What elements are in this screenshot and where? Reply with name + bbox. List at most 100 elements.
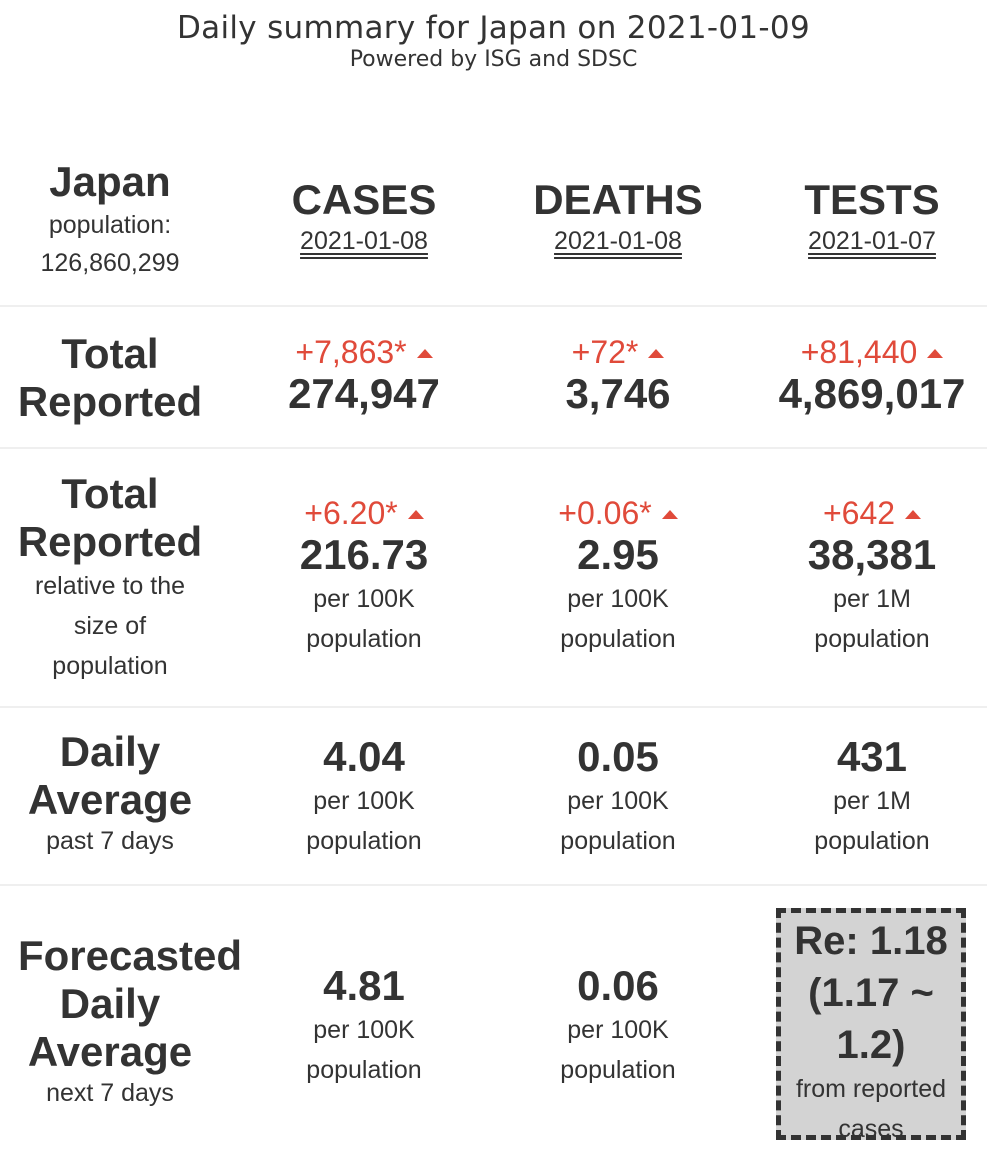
- tests-relative-value: 38,381: [807, 531, 937, 578]
- cases-daily-cell: 4.04 per 100K population: [237, 733, 491, 861]
- increase-triangle-icon: [661, 510, 678, 519]
- cases-delta: +7,863*: [237, 334, 491, 370]
- row-label-line: Average: [27, 1028, 193, 1075]
- unit-text: population: [306, 625, 422, 653]
- deaths-relative-cell: +0.06* 2.95 per 100K population: [491, 495, 745, 659]
- unit-text: population: [560, 625, 676, 653]
- country-cell: Japan population: 126,860,299: [0, 158, 220, 282]
- delta-text: +0.06*: [558, 495, 652, 531]
- deaths-header: DEATHS 2021-01-08: [491, 176, 745, 258]
- relative-label: Total Reported relative to the size of p…: [0, 470, 220, 686]
- tests-relative-delta: +642: [745, 495, 987, 531]
- tests-daily-cell: 431 per 1M population: [745, 733, 987, 861]
- cases-total-cell: +7,863* 274,947: [237, 334, 491, 418]
- delta-text: +7,863*: [295, 334, 407, 370]
- unit-text: population: [306, 1056, 422, 1084]
- deaths-relative-value: 2.95: [577, 531, 659, 578]
- country-name: Japan: [49, 158, 171, 205]
- deaths-delta: +72*: [491, 334, 745, 370]
- re-source: cases: [838, 1115, 904, 1143]
- unit-text: per 100K: [313, 1016, 415, 1044]
- tests-total-value: 4,869,017: [778, 370, 966, 417]
- deaths-title: DEATHS: [533, 176, 703, 223]
- cases-title: CASES: [291, 176, 437, 223]
- deaths-total-value: 3,746: [565, 370, 671, 417]
- cases-daily-value: 4.04: [323, 733, 405, 780]
- row-sublabel: size of: [73, 612, 147, 640]
- increase-triangle-icon: [407, 510, 424, 519]
- cases-date-link[interactable]: 2021-01-08: [300, 227, 428, 255]
- row-divider: [0, 447, 987, 449]
- unit-text: per 100K: [567, 787, 669, 815]
- cases-total-value: 274,947: [288, 370, 440, 417]
- cases-relative-value: 216.73: [299, 531, 429, 578]
- row-label-line: Average: [27, 776, 193, 823]
- re-value: Re: 1.18: [794, 919, 948, 963]
- deaths-forecast-value: 0.06: [577, 962, 659, 1009]
- unit-text: per 100K: [567, 585, 669, 613]
- delta-text: +6.20*: [304, 495, 398, 531]
- unit-text: population: [814, 625, 930, 653]
- re-source: from reported: [795, 1075, 947, 1103]
- unit-text: per 100K: [567, 1016, 669, 1044]
- cases-relative-cell: +6.20* 216.73 per 100K population: [237, 495, 491, 659]
- row-sublabel: past 7 days: [46, 827, 174, 855]
- deaths-daily-value: 0.05: [577, 733, 659, 780]
- row-label-line: Reported: [17, 518, 203, 565]
- tests-header: TESTS 2021-01-07: [745, 176, 987, 258]
- deaths-date-link[interactable]: 2021-01-08: [554, 227, 682, 255]
- re-interval: 1.2): [836, 1023, 906, 1067]
- page-header: Daily summary for Japan on 2021-01-09 Po…: [0, 8, 987, 75]
- unit-text: per 1M: [833, 585, 911, 613]
- cases-relative-delta: +6.20*: [237, 495, 491, 531]
- population-value: 126,860,299: [40, 249, 180, 277]
- increase-triangle-icon: [416, 349, 433, 358]
- unit-text: population: [814, 827, 930, 855]
- page-title: Daily summary for Japan on 2021-01-09: [177, 10, 810, 46]
- row-sublabel: next 7 days: [46, 1079, 174, 1107]
- row-label-line: Daily: [59, 728, 161, 775]
- row-label-line: Reported: [17, 378, 203, 425]
- row-label-line: Forecasted: [17, 932, 243, 979]
- tests-title: TESTS: [804, 176, 940, 223]
- tests-delta: +81,440: [745, 334, 987, 370]
- unit-text: per 100K: [313, 787, 415, 815]
- deaths-total-cell: +72* 3,746: [491, 334, 745, 418]
- delta-text: +642: [822, 495, 896, 531]
- row-label-line: Daily: [59, 980, 161, 1027]
- unit-text: population: [306, 827, 422, 855]
- page-subtitle: Powered by ISG and SDSC: [349, 47, 638, 72]
- total-reported-label: Total Reported: [0, 330, 220, 426]
- row-divider: [0, 305, 987, 307]
- unit-text: population: [560, 827, 676, 855]
- delta-text: +72*: [571, 334, 639, 370]
- deaths-daily-cell: 0.05 per 100K population: [491, 733, 745, 861]
- increase-triangle-icon: [927, 349, 944, 358]
- re-estimate-box: Re: 1.18 (1.17 ~ 1.2) from reported case…: [776, 908, 966, 1143]
- re-interval: (1.17 ~: [808, 971, 934, 1015]
- row-label-line: Total: [61, 330, 159, 377]
- increase-triangle-icon: [648, 349, 665, 358]
- deaths-relative-delta: +0.06*: [491, 495, 745, 531]
- forecast-label: Forecasted Daily Average next 7 days: [0, 932, 260, 1110]
- unit-text: per 100K: [313, 585, 415, 613]
- row-label-line: Total: [61, 470, 159, 517]
- daily-average-label: Daily Average past 7 days: [0, 728, 220, 858]
- delta-text: +81,440: [800, 334, 918, 370]
- tests-relative-cell: +642 38,381 per 1M population: [745, 495, 987, 659]
- cases-forecast-value: 4.81: [323, 962, 405, 1009]
- row-sublabel: relative to the: [34, 572, 186, 600]
- row-divider: [0, 884, 987, 886]
- increase-triangle-icon: [905, 510, 922, 519]
- tests-date-link[interactable]: 2021-01-07: [808, 227, 936, 255]
- row-sublabel: population: [52, 652, 168, 680]
- cases-forecast-cell: 4.81 per 100K population: [237, 962, 491, 1090]
- unit-text: per 1M: [833, 787, 911, 815]
- tests-daily-value: 431: [836, 733, 908, 780]
- deaths-forecast-cell: 0.06 per 100K population: [491, 962, 745, 1090]
- row-divider: [0, 706, 987, 708]
- unit-text: population: [560, 1056, 676, 1084]
- cases-header: CASES 2021-01-08: [237, 176, 491, 258]
- tests-total-cell: +81,440 4,869,017: [745, 334, 987, 418]
- population-label: population:: [48, 211, 172, 239]
